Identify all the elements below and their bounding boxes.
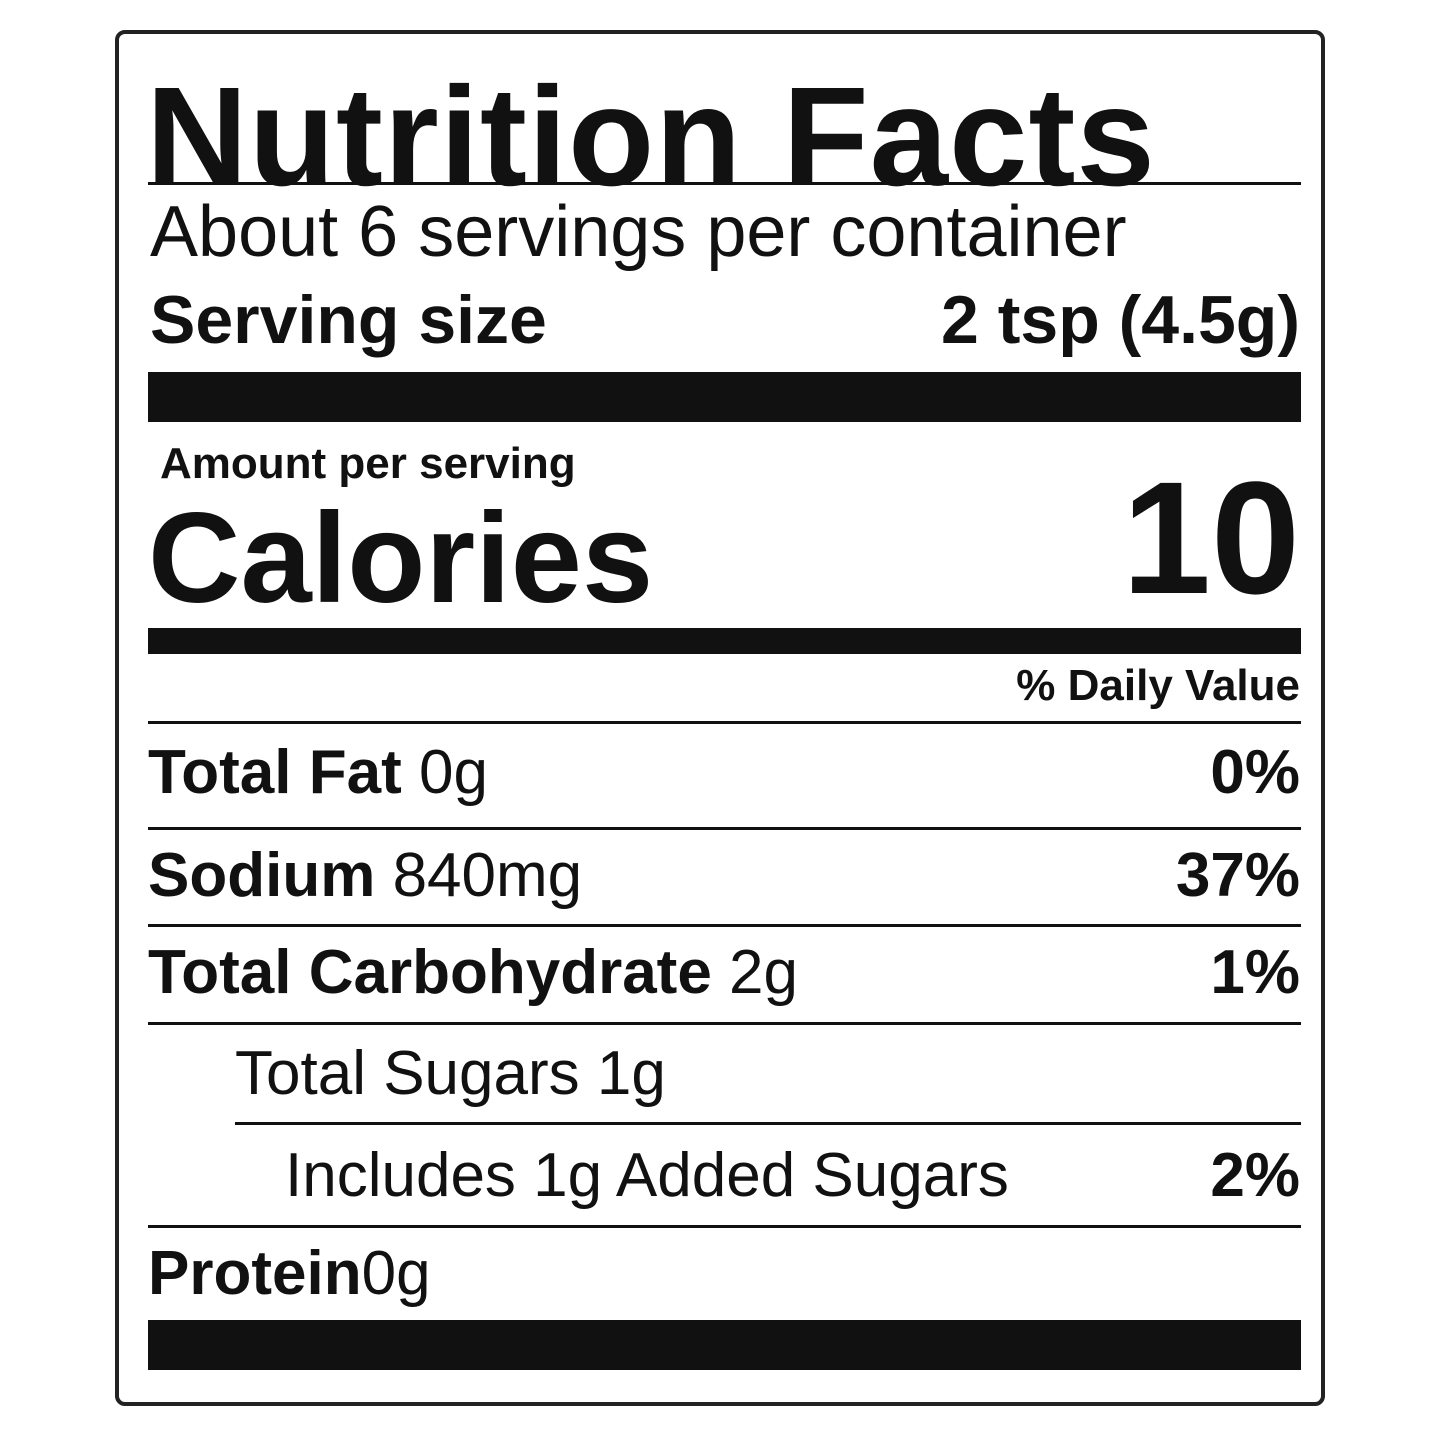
- calories-value: 10: [1122, 448, 1300, 627]
- serving-size-value: 2 tsp (4.5g): [941, 282, 1300, 358]
- nutrient-amount: 0g: [418, 738, 488, 807]
- divider: [235, 1122, 1301, 1125]
- nutrient-name: Total Fat: [148, 738, 402, 807]
- nutrient-row-added-sugars: Includes 1g Added Sugars: [285, 1141, 1009, 1210]
- nutrient-dv: 37%: [1175, 841, 1300, 910]
- label-title: Nutrition Facts: [146, 57, 1156, 215]
- divider: [148, 721, 1301, 724]
- nutrient-amount: 840mg: [392, 841, 583, 910]
- nutrient-row-total-carbohydrate: Total Carbohydrate 2g: [148, 942, 798, 1004]
- medium-bar: [148, 628, 1301, 654]
- nutrient-amount: 0g: [361, 1239, 431, 1308]
- divider: [148, 827, 1301, 830]
- nutrient-name: Total Carbohydrate: [148, 938, 712, 1007]
- nutrient-row-total-sugars: Total Sugars 1g: [235, 1039, 666, 1108]
- thick-bar: [148, 1320, 1301, 1370]
- divider: [148, 1022, 1301, 1025]
- nutrient-row-total-fat: Total Fat 0g: [148, 742, 488, 804]
- divider: [148, 924, 1301, 927]
- nutrient-amount: 2g: [729, 938, 799, 1007]
- nutrient-name: Protein: [148, 1239, 362, 1308]
- amount-per-serving: Amount per serving: [160, 439, 576, 488]
- calories-label: Calories: [148, 487, 654, 630]
- nutrition-label-border: [115, 30, 1325, 1406]
- nutrient-row-sodium: Sodium 840mg: [148, 845, 582, 907]
- daily-value-header: % Daily Value: [1016, 661, 1300, 710]
- nutrient-name: Sodium: [148, 841, 376, 910]
- thick-bar: [148, 372, 1301, 422]
- divider: [148, 182, 1301, 185]
- serving-size-label: Serving size: [150, 282, 547, 358]
- nutrient-row-protein: Protein0g: [148, 1243, 431, 1305]
- divider: [148, 1225, 1301, 1228]
- nutrient-dv: 2%: [1210, 1141, 1300, 1210]
- nutrient-dv: 1%: [1210, 938, 1300, 1007]
- servings-per-container: About 6 servings per container: [150, 192, 1127, 272]
- nutrient-dv: 0%: [1210, 738, 1300, 807]
